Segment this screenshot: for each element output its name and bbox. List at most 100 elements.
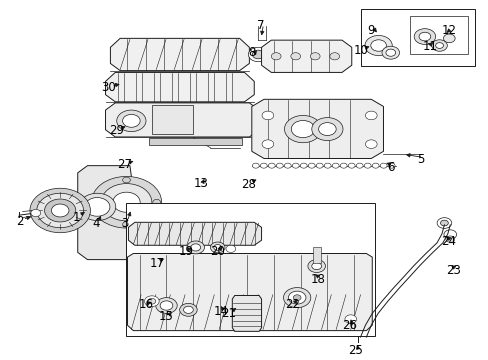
Circle shape	[283, 288, 310, 308]
Circle shape	[252, 50, 264, 59]
Circle shape	[213, 244, 221, 250]
Circle shape	[316, 163, 323, 168]
Text: 11: 11	[422, 40, 436, 53]
Circle shape	[30, 188, 90, 233]
Bar	[409, 16, 467, 54]
Circle shape	[160, 301, 172, 310]
Circle shape	[440, 220, 447, 226]
Polygon shape	[251, 99, 383, 158]
Text: 23: 23	[445, 264, 460, 277]
Circle shape	[371, 163, 378, 168]
Circle shape	[262, 140, 273, 148]
Text: 26: 26	[341, 319, 356, 332]
Circle shape	[113, 192, 140, 212]
Circle shape	[443, 34, 454, 42]
Circle shape	[443, 230, 456, 239]
Circle shape	[260, 163, 266, 168]
Circle shape	[370, 40, 386, 51]
Circle shape	[84, 198, 110, 216]
Circle shape	[37, 193, 83, 228]
Text: 22: 22	[284, 298, 299, 311]
Circle shape	[122, 114, 140, 127]
Circle shape	[365, 140, 376, 148]
Circle shape	[144, 296, 159, 307]
Circle shape	[284, 163, 290, 168]
Circle shape	[92, 199, 100, 205]
Text: 25: 25	[347, 344, 363, 357]
Polygon shape	[78, 166, 160, 260]
Circle shape	[91, 176, 161, 228]
Text: 10: 10	[353, 44, 368, 57]
Circle shape	[153, 199, 160, 205]
Polygon shape	[128, 222, 261, 245]
Text: 30: 30	[102, 81, 116, 94]
Bar	[126, 203, 374, 336]
Bar	[149, 138, 242, 145]
Circle shape	[148, 298, 156, 304]
Text: 28: 28	[241, 178, 255, 191]
Circle shape	[435, 42, 443, 48]
Circle shape	[276, 163, 283, 168]
Circle shape	[364, 163, 370, 168]
Circle shape	[310, 53, 320, 60]
Circle shape	[51, 204, 69, 217]
Circle shape	[268, 163, 275, 168]
Circle shape	[365, 111, 376, 120]
Circle shape	[300, 163, 306, 168]
Circle shape	[380, 163, 386, 168]
Circle shape	[329, 53, 339, 60]
Bar	[360, 9, 474, 66]
Text: 1: 1	[72, 211, 80, 224]
Circle shape	[311, 118, 342, 140]
Circle shape	[225, 245, 235, 252]
Circle shape	[307, 260, 325, 273]
Text: 14: 14	[213, 306, 228, 319]
Circle shape	[413, 29, 435, 44]
Circle shape	[179, 303, 197, 316]
Polygon shape	[232, 296, 261, 331]
Circle shape	[210, 242, 224, 253]
Text: 18: 18	[309, 273, 325, 286]
Polygon shape	[105, 72, 254, 102]
Circle shape	[117, 110, 146, 132]
Circle shape	[122, 177, 130, 183]
Circle shape	[385, 49, 395, 56]
Circle shape	[431, 40, 447, 51]
Text: 13: 13	[193, 177, 207, 190]
Circle shape	[436, 218, 451, 228]
Circle shape	[101, 184, 152, 221]
Circle shape	[344, 315, 356, 323]
Circle shape	[332, 163, 339, 168]
Circle shape	[190, 244, 200, 251]
Circle shape	[183, 306, 193, 314]
Circle shape	[387, 163, 394, 168]
Text: 2: 2	[17, 215, 24, 228]
Text: 8: 8	[248, 46, 255, 59]
Text: 27: 27	[117, 158, 132, 171]
Text: 17: 17	[149, 257, 164, 270]
Text: 4: 4	[92, 217, 100, 230]
Circle shape	[324, 163, 330, 168]
Circle shape	[122, 222, 130, 227]
Circle shape	[381, 46, 399, 59]
Text: 20: 20	[210, 244, 224, 257]
Text: 7: 7	[257, 19, 264, 32]
Text: 6: 6	[386, 161, 394, 174]
Text: 12: 12	[441, 24, 456, 37]
Text: 19: 19	[178, 244, 193, 257]
Bar	[312, 247, 320, 263]
Circle shape	[291, 121, 314, 138]
Circle shape	[311, 262, 321, 270]
Circle shape	[31, 210, 41, 217]
Circle shape	[186, 241, 204, 254]
Circle shape	[418, 32, 430, 41]
Circle shape	[318, 123, 335, 135]
Circle shape	[156, 298, 177, 314]
Polygon shape	[110, 39, 249, 71]
Circle shape	[364, 36, 391, 55]
Circle shape	[262, 111, 273, 120]
Circle shape	[288, 291, 305, 304]
Circle shape	[292, 163, 299, 168]
Circle shape	[271, 53, 281, 60]
Polygon shape	[127, 253, 371, 330]
